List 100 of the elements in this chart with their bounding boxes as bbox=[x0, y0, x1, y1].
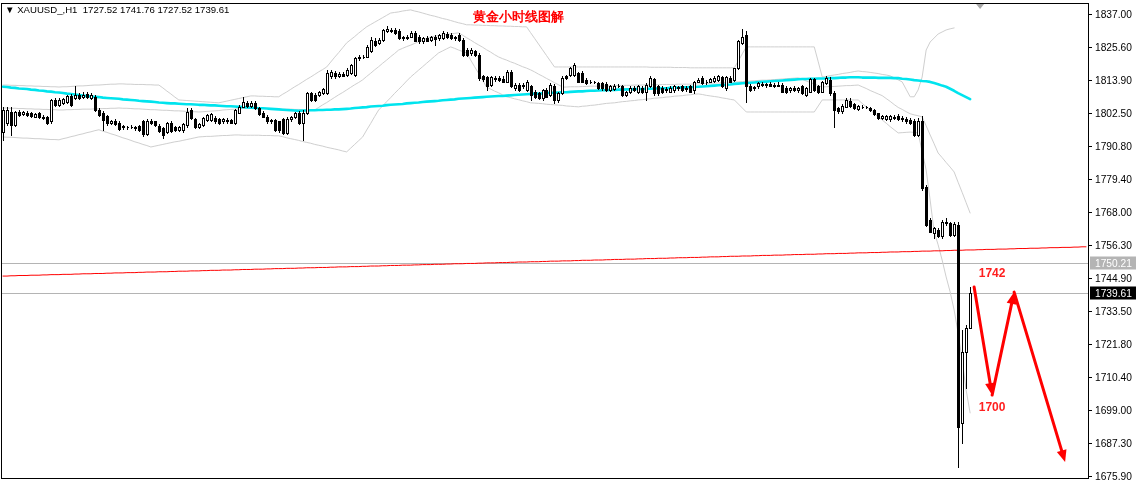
candlestick bbox=[282, 117, 285, 136]
candlestick bbox=[857, 104, 860, 112]
candlestick bbox=[597, 81, 600, 91]
candlestick bbox=[661, 85, 664, 95]
candlestick bbox=[134, 125, 137, 132]
candlestick bbox=[506, 69, 509, 84]
ref-line-label: 1739.61 bbox=[1095, 288, 1133, 299]
candlestick bbox=[530, 84, 533, 102]
y-tick-label: 1768.00 bbox=[1095, 207, 1133, 218]
y-tick-label: 1699.00 bbox=[1095, 405, 1133, 416]
candlestick bbox=[38, 111, 41, 120]
candlestick bbox=[881, 114, 884, 121]
candlestick bbox=[470, 47, 473, 57]
candlestick bbox=[613, 83, 616, 92]
chart-title: 黄金小时线图解 bbox=[471, 8, 564, 24]
candlestick bbox=[713, 75, 716, 84]
y-tick-label: 1744.90 bbox=[1095, 273, 1133, 284]
candlestick bbox=[94, 94, 97, 113]
candlestick bbox=[905, 116, 908, 125]
candlestick bbox=[621, 84, 624, 98]
candlestick bbox=[110, 119, 113, 126]
candlestick bbox=[186, 107, 189, 129]
candlestick bbox=[765, 82, 768, 89]
candlestick bbox=[785, 85, 788, 95]
y-tick-label: 1790.80 bbox=[1095, 141, 1133, 152]
candlestick bbox=[877, 112, 880, 121]
candlestick bbox=[342, 71, 345, 78]
candlestick bbox=[210, 112, 213, 123]
candlestick bbox=[553, 83, 556, 105]
candlestick bbox=[174, 125, 177, 133]
candlestick bbox=[442, 30, 445, 41]
annotation: 1700 bbox=[978, 400, 1006, 415]
candlestick bbox=[757, 81, 760, 90]
candlestick bbox=[709, 77, 712, 84]
candlestick bbox=[58, 97, 61, 108]
candlestick bbox=[957, 221, 960, 469]
candlestick bbox=[422, 36, 425, 45]
candlestick bbox=[382, 28, 385, 43]
candlestick bbox=[761, 81, 764, 88]
candlestick bbox=[745, 30, 748, 104]
candlestick bbox=[202, 116, 205, 128]
candlestick bbox=[478, 52, 481, 82]
candlestick bbox=[26, 110, 29, 118]
candlestick bbox=[753, 85, 756, 92]
candlestick bbox=[170, 120, 173, 134]
candlestick bbox=[901, 115, 904, 123]
candlestick bbox=[673, 84, 676, 94]
candlestick bbox=[430, 35, 433, 43]
candlestick bbox=[510, 69, 513, 89]
candlestick bbox=[154, 120, 157, 128]
y-tick-label: 1813.90 bbox=[1095, 75, 1133, 86]
candlestick bbox=[214, 115, 217, 125]
candlestick bbox=[62, 97, 65, 106]
candlestick bbox=[346, 67, 349, 78]
candlestick bbox=[633, 85, 636, 93]
candlestick bbox=[538, 91, 541, 101]
candlestick bbox=[462, 37, 465, 58]
candlestick bbox=[22, 110, 25, 117]
candlestick bbox=[118, 120, 121, 132]
candlestick bbox=[414, 30, 417, 43]
candlestick bbox=[426, 35, 429, 43]
y-tick-label: 1837.00 bbox=[1095, 9, 1133, 20]
candlestick bbox=[410, 30, 413, 39]
candlestick bbox=[689, 84, 692, 94]
candlestick bbox=[166, 121, 169, 135]
line-series bbox=[2, 9, 955, 104]
candlestick bbox=[941, 219, 944, 240]
candlestick bbox=[801, 84, 804, 96]
candlestick bbox=[605, 81, 608, 93]
candlestick bbox=[86, 91, 89, 100]
candlestick bbox=[490, 75, 493, 88]
candlestick bbox=[889, 114, 892, 123]
candlestick bbox=[278, 120, 281, 134]
candlestick bbox=[394, 27, 397, 36]
candlestick bbox=[685, 85, 688, 93]
candlestick bbox=[226, 117, 229, 125]
candlestick bbox=[949, 221, 952, 238]
candlestick bbox=[114, 118, 117, 127]
candlestick bbox=[326, 69, 329, 96]
candlestick bbox=[853, 102, 856, 111]
line-series bbox=[2, 32, 971, 214]
candlestick bbox=[246, 100, 249, 109]
candlestick bbox=[821, 80, 824, 94]
candlestick bbox=[178, 125, 181, 133]
candlestick bbox=[869, 106, 872, 113]
ref-line-label: 1750.21 bbox=[1095, 258, 1133, 269]
candlestick bbox=[138, 124, 141, 133]
candlestick bbox=[849, 97, 852, 109]
y-tick-label: 1802.50 bbox=[1095, 108, 1133, 119]
candlestick bbox=[390, 27, 393, 34]
line-series bbox=[1, 75, 972, 113]
candlestick bbox=[398, 28, 401, 41]
candlestick bbox=[66, 94, 69, 105]
candlestick bbox=[454, 35, 457, 42]
candlestick bbox=[721, 75, 724, 89]
candlestick bbox=[34, 112, 37, 119]
y-tick-label: 1687.30 bbox=[1095, 438, 1133, 449]
candlestick bbox=[677, 85, 680, 92]
candlestick bbox=[601, 81, 604, 92]
candlestick bbox=[10, 106, 13, 137]
